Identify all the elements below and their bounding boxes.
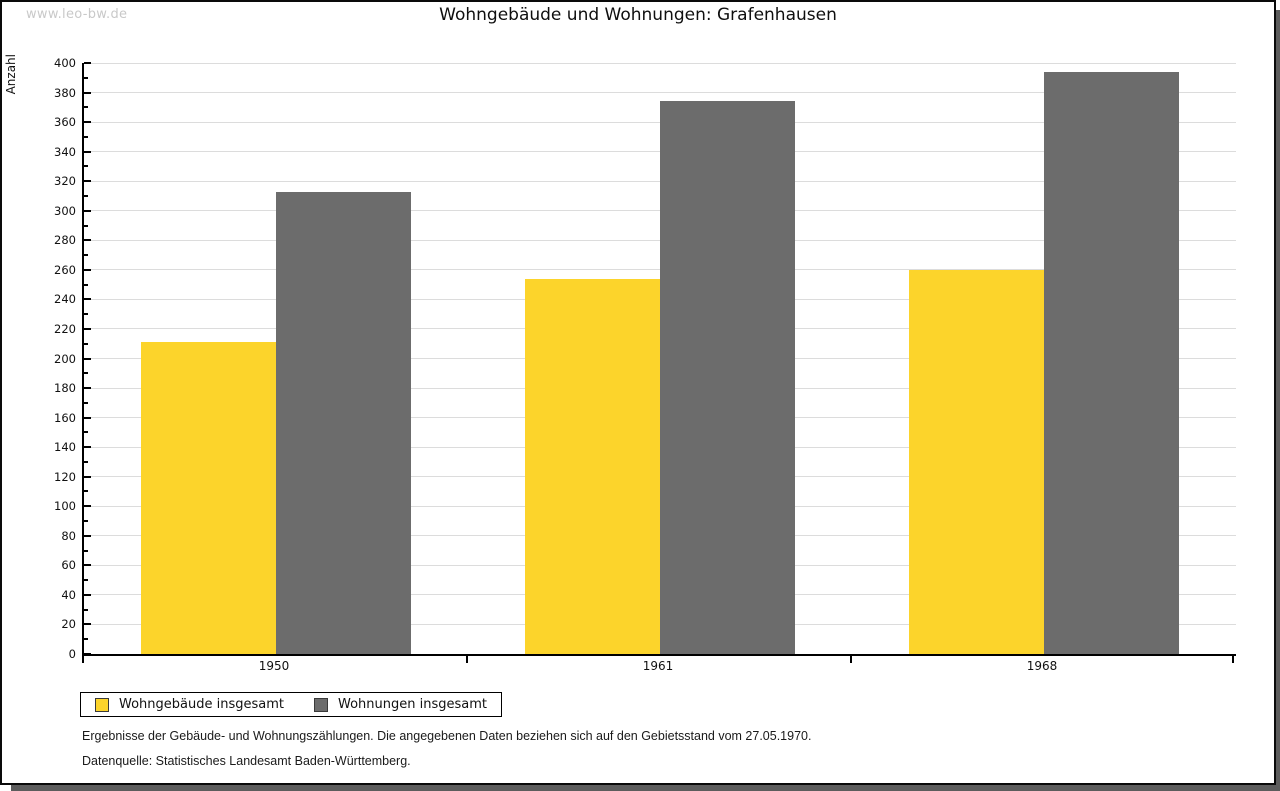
footnote-source-note: Ergebnisse der Gebäude- und Wohnungszähl… bbox=[82, 729, 812, 743]
legend-label-wohngebaeude: Wohngebäude insgesamt bbox=[119, 697, 284, 712]
y-tick-major-20 bbox=[84, 623, 91, 626]
y-tick-label-140: 140 bbox=[54, 440, 76, 455]
y-tick-minor-110 bbox=[84, 490, 88, 493]
y-tick-label-20: 20 bbox=[61, 617, 76, 632]
y-tick-major-200 bbox=[84, 357, 91, 360]
gridline-400 bbox=[84, 62, 1236, 64]
y-tick-label-180: 180 bbox=[54, 381, 76, 396]
plot-area bbox=[82, 62, 1236, 656]
y-tick-minor-50 bbox=[84, 579, 88, 582]
y-tick-label-380: 380 bbox=[54, 85, 76, 100]
y-tick-major-180 bbox=[84, 387, 91, 390]
y-tick-minor-370 bbox=[84, 106, 88, 109]
y-tick-major-120 bbox=[84, 475, 91, 478]
y-tick-major-240 bbox=[84, 298, 91, 301]
bar-1950-series1 bbox=[276, 191, 411, 654]
y-tick-minor-210 bbox=[84, 342, 88, 345]
y-tick-minor-230 bbox=[84, 313, 88, 316]
y-tick-label-360: 360 bbox=[54, 115, 76, 130]
y-tick-minor-150 bbox=[84, 431, 88, 434]
y-tick-minor-70 bbox=[84, 549, 88, 552]
x-tick-0 bbox=[82, 656, 84, 663]
y-axis-title: Anzahl bbox=[4, 54, 18, 95]
x-category-label-1950: 1950 bbox=[258, 659, 290, 673]
y-tick-major-40 bbox=[84, 593, 91, 596]
y-tick-label-260: 260 bbox=[54, 262, 76, 277]
legend: Wohngebäude insgesamt Wohnungen insgesam… bbox=[80, 692, 502, 717]
y-tick-label-60: 60 bbox=[61, 558, 76, 573]
y-tick-label-300: 300 bbox=[54, 203, 76, 218]
y-tick-minor-390 bbox=[84, 76, 88, 79]
y-tick-major-260 bbox=[84, 268, 91, 271]
bar-1968-series0 bbox=[909, 269, 1044, 654]
y-tick-minor-90 bbox=[84, 520, 88, 523]
y-tick-label-100: 100 bbox=[54, 499, 76, 514]
y-tick-major-340 bbox=[84, 150, 91, 153]
y-tick-minor-170 bbox=[84, 401, 88, 404]
y-tick-label-80: 80 bbox=[61, 528, 76, 543]
y-tick-label-120: 120 bbox=[54, 469, 76, 484]
y-tick-minor-350 bbox=[84, 135, 88, 138]
y-tick-major-320 bbox=[84, 180, 91, 183]
y-tick-major-60 bbox=[84, 564, 91, 567]
y-tick-minor-130 bbox=[84, 460, 88, 463]
y-tick-minor-30 bbox=[84, 608, 88, 611]
x-tick-1 bbox=[466, 656, 468, 663]
y-tick-minor-330 bbox=[84, 165, 88, 168]
legend-swatch-yellow-icon bbox=[95, 697, 109, 712]
chart-title: Wohngebäude und Wohnungen: Grafenhausen bbox=[439, 5, 837, 25]
y-tick-minor-250 bbox=[84, 283, 88, 286]
y-tick-major-100 bbox=[84, 505, 91, 508]
legend-swatch-gray-icon bbox=[314, 697, 328, 712]
y-tick-label-160: 160 bbox=[54, 410, 76, 425]
gridline-380 bbox=[84, 92, 1236, 94]
bar-1961-series0 bbox=[525, 278, 660, 654]
y-tick-label-400: 400 bbox=[54, 56, 76, 70]
y-tick-label-200: 200 bbox=[54, 351, 76, 366]
y-tick-minor-290 bbox=[84, 224, 88, 227]
legend-item-wohnungen: Wohnungen insgesamt bbox=[314, 697, 487, 712]
y-tick-major-300 bbox=[84, 209, 91, 212]
x-tick-2 bbox=[850, 656, 852, 663]
y-tick-major-360 bbox=[84, 121, 91, 124]
footnote-data-source: Datenquelle: Statistisches Landesamt Bad… bbox=[82, 754, 411, 768]
x-category-label-1968: 1968 bbox=[1026, 659, 1058, 673]
y-tick-major-80 bbox=[84, 534, 91, 537]
bar-1950-series0 bbox=[141, 342, 276, 654]
y-tick-major-220 bbox=[84, 327, 91, 330]
x-tick-3 bbox=[1232, 656, 1234, 663]
y-tick-minor-270 bbox=[84, 254, 88, 257]
bar-1968-series1 bbox=[1044, 71, 1179, 654]
x-category-label-1961: 1961 bbox=[642, 659, 674, 673]
y-tick-label-280: 280 bbox=[54, 233, 76, 248]
y-tick-label-320: 320 bbox=[54, 174, 76, 189]
y-tick-minor-10 bbox=[84, 638, 88, 641]
y-tick-major-400 bbox=[84, 62, 91, 64]
y-tick-label-340: 340 bbox=[54, 144, 76, 159]
y-tick-label-240: 240 bbox=[54, 292, 76, 307]
y-tick-major-140 bbox=[84, 446, 91, 449]
y-tick-major-0 bbox=[84, 653, 91, 655]
y-tick-label-40: 40 bbox=[61, 587, 76, 602]
y-tick-label-220: 220 bbox=[54, 321, 76, 336]
legend-item-wohngebaeude: Wohngebäude insgesamt bbox=[95, 697, 284, 712]
y-tick-minor-190 bbox=[84, 372, 88, 375]
y-tick-label-0: 0 bbox=[68, 647, 76, 661]
y-tick-major-380 bbox=[84, 91, 91, 94]
legend-label-wohnungen: Wohnungen insgesamt bbox=[338, 697, 487, 712]
y-tick-major-160 bbox=[84, 416, 91, 419]
bar-1961-series1 bbox=[660, 101, 795, 654]
y-tick-minor-310 bbox=[84, 194, 88, 197]
watermark: www.leo-bw.de bbox=[26, 7, 128, 22]
y-tick-major-280 bbox=[84, 239, 91, 242]
